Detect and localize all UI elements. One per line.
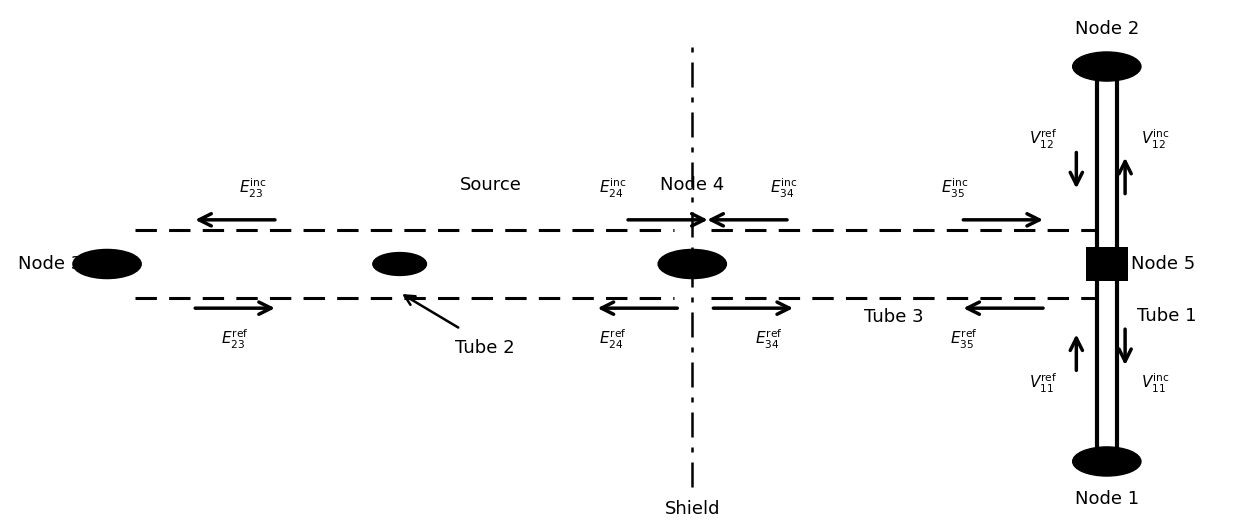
Text: $E^{\mathrm{inc}}_{24}$: $E^{\mathrm{inc}}_{24}$: [600, 177, 627, 200]
Circle shape: [1073, 447, 1141, 476]
Text: $V^{\mathrm{inc}}_{11}$: $V^{\mathrm{inc}}_{11}$: [1141, 372, 1170, 395]
Bar: [1087, 247, 1127, 281]
Text: Node 2: Node 2: [1074, 20, 1139, 38]
Text: $E^{\mathrm{ref}}_{24}$: $E^{\mathrm{ref}}_{24}$: [600, 328, 627, 351]
Text: Tube 1: Tube 1: [1137, 307, 1197, 325]
Text: $E^{\mathrm{inc}}_{35}$: $E^{\mathrm{inc}}_{35}$: [940, 177, 969, 200]
Text: Tube 2: Tube 2: [455, 340, 514, 357]
Text: Node 3: Node 3: [19, 255, 83, 273]
Text: Node 5: Node 5: [1131, 255, 1196, 273]
Circle shape: [658, 249, 726, 279]
Text: $E^{\mathrm{ref}}_{23}$: $E^{\mathrm{ref}}_{23}$: [222, 328, 249, 351]
Text: Node 1: Node 1: [1074, 490, 1139, 508]
Text: $V^{\mathrm{inc}}_{12}$: $V^{\mathrm{inc}}_{12}$: [1141, 128, 1170, 151]
Text: $V^{\mathrm{ref}}_{11}$: $V^{\mathrm{ref}}_{11}$: [1030, 372, 1058, 395]
Text: Tube 3: Tube 3: [864, 308, 923, 326]
Circle shape: [1073, 52, 1141, 81]
Text: $V^{\mathrm{ref}}_{12}$: $V^{\mathrm{ref}}_{12}$: [1030, 128, 1058, 151]
Text: $E^{\mathrm{inc}}_{23}$: $E^{\mathrm{inc}}_{23}$: [239, 177, 268, 200]
Text: Shield: Shield: [664, 501, 720, 518]
Circle shape: [373, 252, 426, 276]
Text: $E^{\mathrm{inc}}_{34}$: $E^{\mathrm{inc}}_{34}$: [769, 177, 798, 200]
Circle shape: [73, 249, 141, 279]
Text: $E^{\mathrm{ref}}_{34}$: $E^{\mathrm{ref}}_{34}$: [756, 328, 783, 351]
Text: $E^{\mathrm{ref}}_{35}$: $E^{\mathrm{ref}}_{35}$: [950, 328, 978, 351]
Text: Source: Source: [460, 176, 522, 194]
Text: Node 4: Node 4: [660, 176, 725, 194]
